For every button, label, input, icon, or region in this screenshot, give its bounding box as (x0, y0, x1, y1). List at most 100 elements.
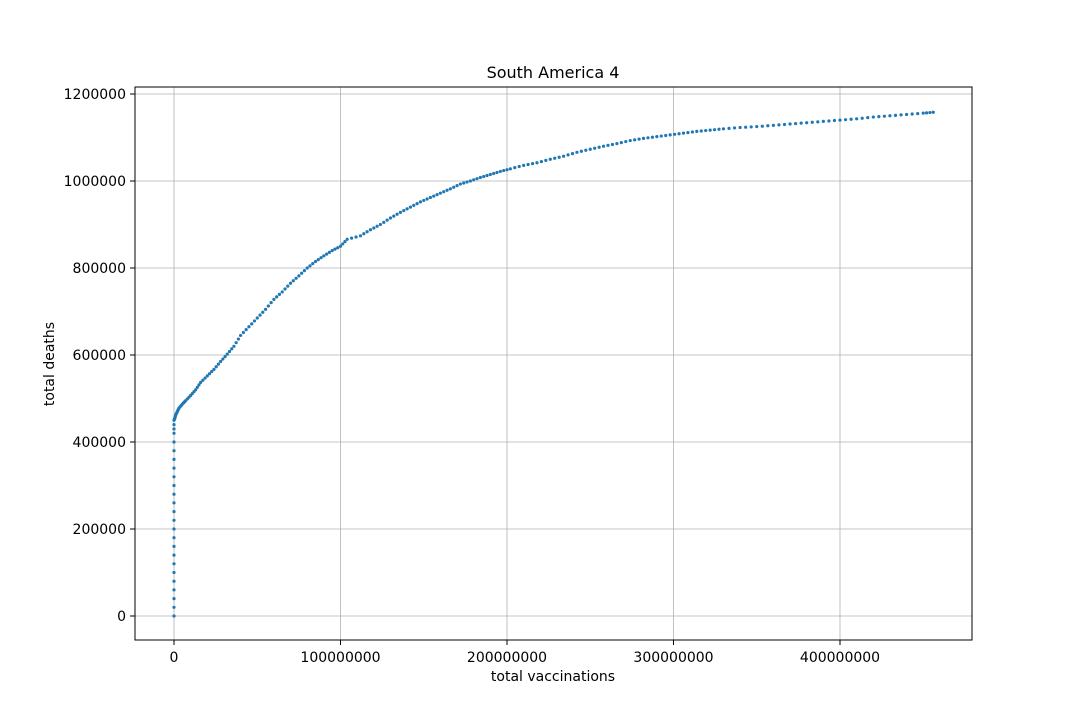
data-point (633, 138, 637, 142)
data-point (375, 224, 379, 228)
grid (135, 87, 972, 640)
data-point (336, 246, 340, 250)
data-point (214, 365, 218, 369)
data-point (418, 200, 423, 204)
data-point (475, 177, 479, 181)
data-point (782, 122, 787, 127)
data-point (388, 216, 393, 220)
data-point (327, 250, 331, 254)
data-point (910, 112, 914, 116)
data-point (505, 168, 509, 172)
data-point (575, 150, 579, 154)
data-point (588, 147, 592, 151)
data-point (472, 178, 476, 182)
data-point (197, 383, 201, 387)
data-point (771, 123, 776, 127)
data-point (311, 262, 315, 266)
data-point (924, 111, 929, 115)
data-point (294, 276, 298, 280)
data-point (562, 154, 566, 158)
data-point (385, 218, 389, 222)
data-point (408, 205, 413, 209)
data-point (338, 244, 343, 248)
data-point (250, 322, 254, 326)
data-point (223, 354, 227, 359)
data-point (172, 449, 176, 453)
data-point (855, 117, 859, 121)
data-point (172, 614, 176, 618)
data-point (438, 191, 442, 195)
data-point (234, 341, 238, 345)
data-point (502, 168, 506, 173)
data-point (777, 123, 781, 127)
data-point (172, 510, 176, 514)
data-point (522, 163, 526, 167)
data-point (239, 333, 243, 338)
data-point (288, 281, 293, 285)
plot-frame (134, 86, 973, 641)
x-tick-label: 200000000 (467, 650, 547, 666)
data-point (860, 116, 864, 120)
data-point (681, 131, 686, 135)
data-point (330, 249, 334, 253)
data-point (172, 427, 176, 431)
data-point (794, 121, 798, 126)
y-axis-ticks: 0 200000 400000 600000 800000 1000000 1200000 (64, 87, 135, 625)
data-point (905, 112, 909, 117)
data-point (194, 388, 198, 392)
data-point (266, 304, 270, 308)
data-point (530, 162, 535, 166)
data-point (455, 184, 459, 188)
data-point (230, 347, 234, 351)
data-point (333, 247, 337, 251)
data-point (172, 562, 176, 566)
data-point (172, 492, 176, 496)
data-point (442, 190, 446, 194)
y-tick-label: 0 (117, 609, 126, 625)
data-point (619, 140, 623, 145)
data-point (313, 259, 318, 264)
data-point (641, 136, 646, 140)
data-point (495, 170, 499, 175)
data-point (539, 159, 544, 164)
data-point (544, 158, 548, 163)
data-point (445, 188, 449, 192)
data-point (760, 124, 764, 128)
data-point (308, 264, 312, 268)
data-point (695, 129, 699, 134)
data-point (232, 344, 236, 348)
data-point (269, 301, 273, 305)
data-point (637, 137, 641, 141)
data-point (606, 143, 610, 147)
data-point (931, 110, 935, 114)
data-point (425, 197, 429, 201)
data-point (821, 119, 825, 124)
data-point (172, 475, 176, 479)
data-point (212, 367, 216, 371)
data-point (570, 151, 575, 156)
data-point (172, 536, 176, 540)
data-point (866, 116, 870, 120)
data-point (721, 127, 726, 131)
data-point (210, 369, 214, 374)
data-point (498, 169, 502, 174)
data-point (766, 124, 770, 128)
data-point (899, 113, 903, 117)
data-point (415, 202, 419, 206)
data-point (482, 174, 486, 179)
data-point (928, 110, 932, 115)
data-point (305, 266, 309, 270)
data-point (172, 483, 176, 488)
data-point (566, 153, 570, 157)
data-point (275, 295, 279, 299)
data-point (358, 234, 363, 238)
data-point (628, 138, 632, 143)
data-point (921, 111, 925, 115)
data-point (405, 207, 409, 211)
data-point (195, 385, 199, 389)
data-point (738, 125, 742, 130)
data-point (832, 118, 837, 123)
data-point (597, 145, 601, 149)
data-point (615, 141, 619, 146)
